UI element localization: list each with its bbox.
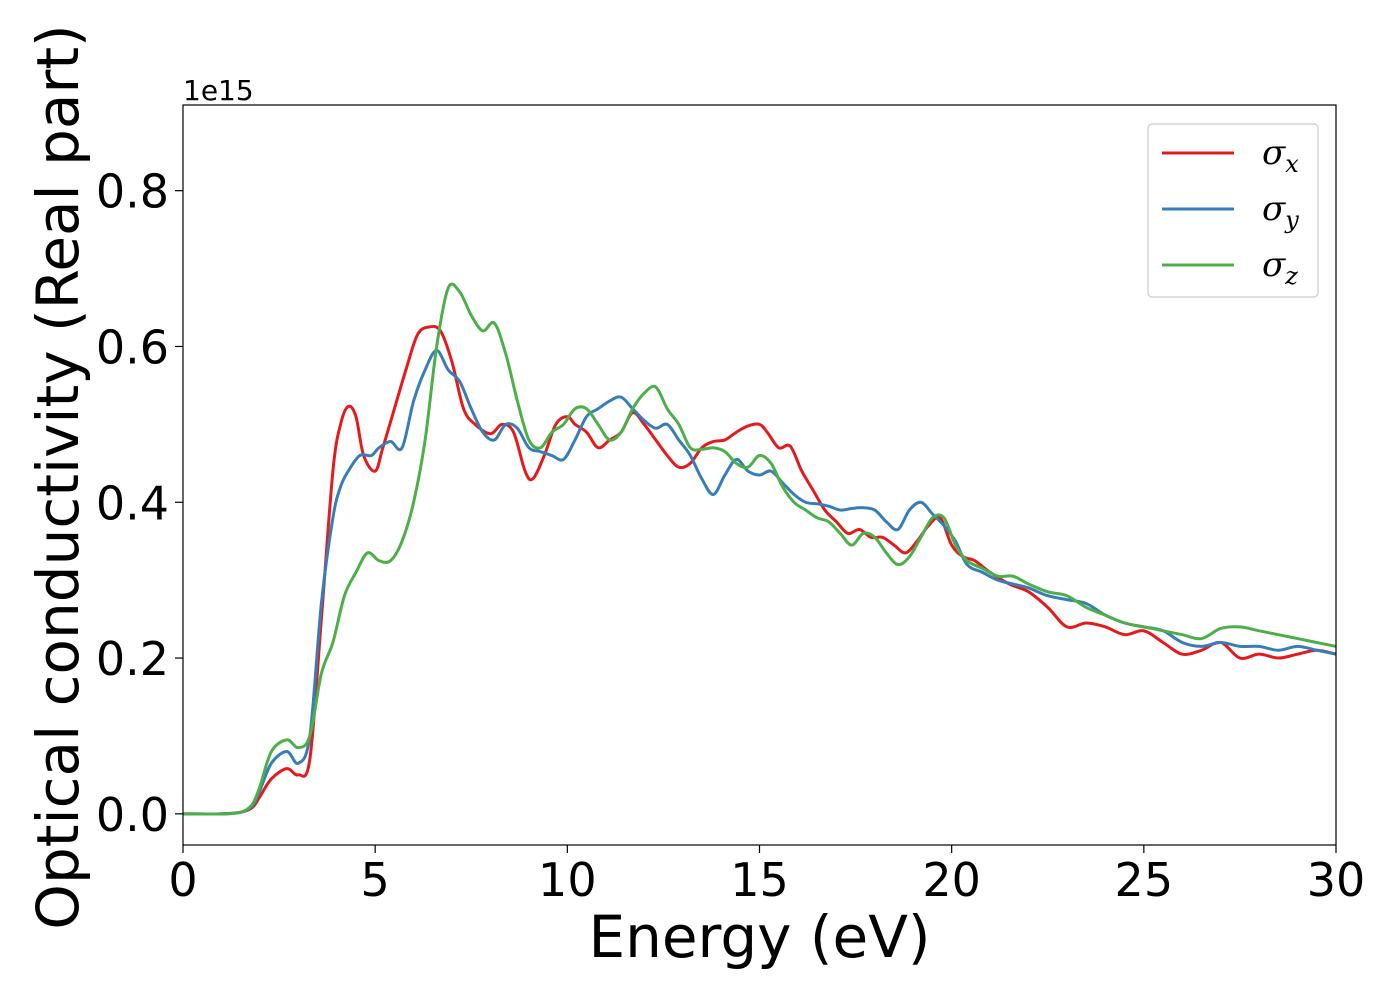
series-layer <box>183 282 1336 816</box>
x-axis-label: Energy (eV) <box>588 903 930 971</box>
x-tick-label: 0 <box>168 853 197 907</box>
x-tick-label: 5 <box>361 853 390 907</box>
y-tick-label: 0.0 <box>96 788 169 842</box>
x-tick-label: 10 <box>538 853 597 907</box>
y-axis-ticks: 0.0 0.2 0.4 0.6 0.8 <box>96 165 183 842</box>
series-line-y <box>183 348 1336 816</box>
x-tick-label: 25 <box>1115 853 1174 907</box>
x-tick-label: 20 <box>922 853 981 907</box>
y-tick-label: 0.2 <box>96 632 169 686</box>
y-axis-label: Optical conductivity (Real part) <box>24 24 92 929</box>
x-tick-label: 30 <box>1307 853 1366 907</box>
y-tick-label: 0.8 <box>96 165 169 219</box>
y-axis-offset-label: 1e15 <box>183 74 254 107</box>
legend-label-z: σz <box>1262 245 1298 290</box>
x-axis-ticks: 0 5 10 15 20 25 30 <box>168 845 1365 907</box>
legend-label-x: σx <box>1262 133 1299 178</box>
series-line-z <box>183 282 1336 816</box>
series-line-x <box>183 324 1336 816</box>
y-tick-label: 0.4 <box>96 476 169 530</box>
legend: σx σy σz <box>1147 123 1319 298</box>
legend-label-y: σy <box>1262 189 1299 234</box>
x-tick-label: 15 <box>730 853 789 907</box>
y-tick-label: 0.6 <box>96 320 169 374</box>
